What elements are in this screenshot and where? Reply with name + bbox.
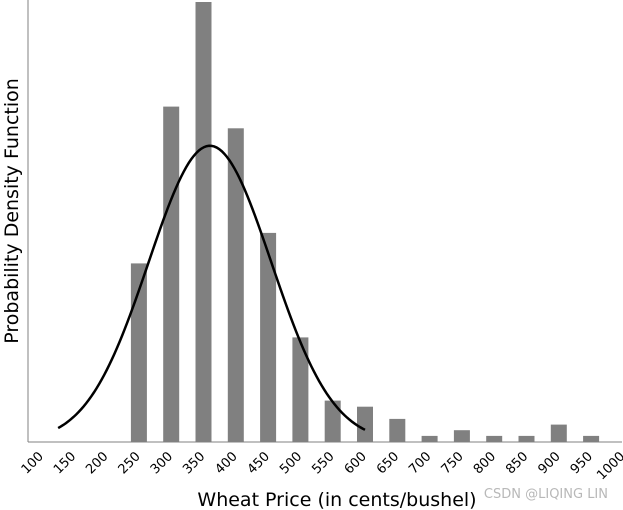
bar-350 [195,2,212,442]
bar-750 [453,430,470,442]
x-axis-title: Wheat Price (in cents/bushel) [197,489,476,510]
x-tick-label-800: 800 [471,449,499,477]
watermark: CSDN @LIQING LIN [484,487,608,502]
bar-250 [130,263,147,442]
y-axis-title: Probability Density Function [1,78,23,344]
bar-series [130,2,600,443]
x-tick-label-1000: 1000 [594,449,623,483]
x-tick-label-550: 550 [309,449,337,477]
x-tick-label-850: 850 [503,449,531,477]
bar-400 [227,128,244,443]
bar-950 [583,435,600,442]
x-tick-label-250: 250 [116,449,144,477]
x-tick-label-950: 950 [568,449,596,477]
bar-850 [518,435,535,442]
x-tick-label-450: 450 [245,449,273,477]
x-tick-label-700: 700 [406,449,434,477]
x-tick-label-400: 400 [212,449,240,477]
bar-900 [550,424,567,442]
x-tick-label-350: 350 [180,449,208,477]
x-tick-label-500: 500 [277,449,305,477]
bar-650 [389,418,406,442]
x-tick-label-200: 200 [83,449,111,477]
x-tick-label-900: 900 [535,449,563,477]
bar-450 [260,232,277,442]
bar-550 [324,400,341,442]
bar-700 [421,435,438,442]
bar-300 [163,106,180,442]
x-tick-label-100: 100 [19,449,47,477]
x-tick-labels: 100 150 200 250 300 350 400 450 500 550 600 650 700 7… [19,449,623,483]
x-tick-label-300: 300 [148,449,176,477]
bar-500 [292,337,309,442]
bar-800 [486,435,503,442]
x-tick-label-150: 150 [51,449,79,477]
bar-600 [357,406,373,442]
x-tick-label-750: 750 [439,449,467,477]
normal-pdf-curve [57,144,366,431]
x-tick-label-650: 650 [374,449,402,477]
x-tick-label-600: 600 [342,449,370,477]
